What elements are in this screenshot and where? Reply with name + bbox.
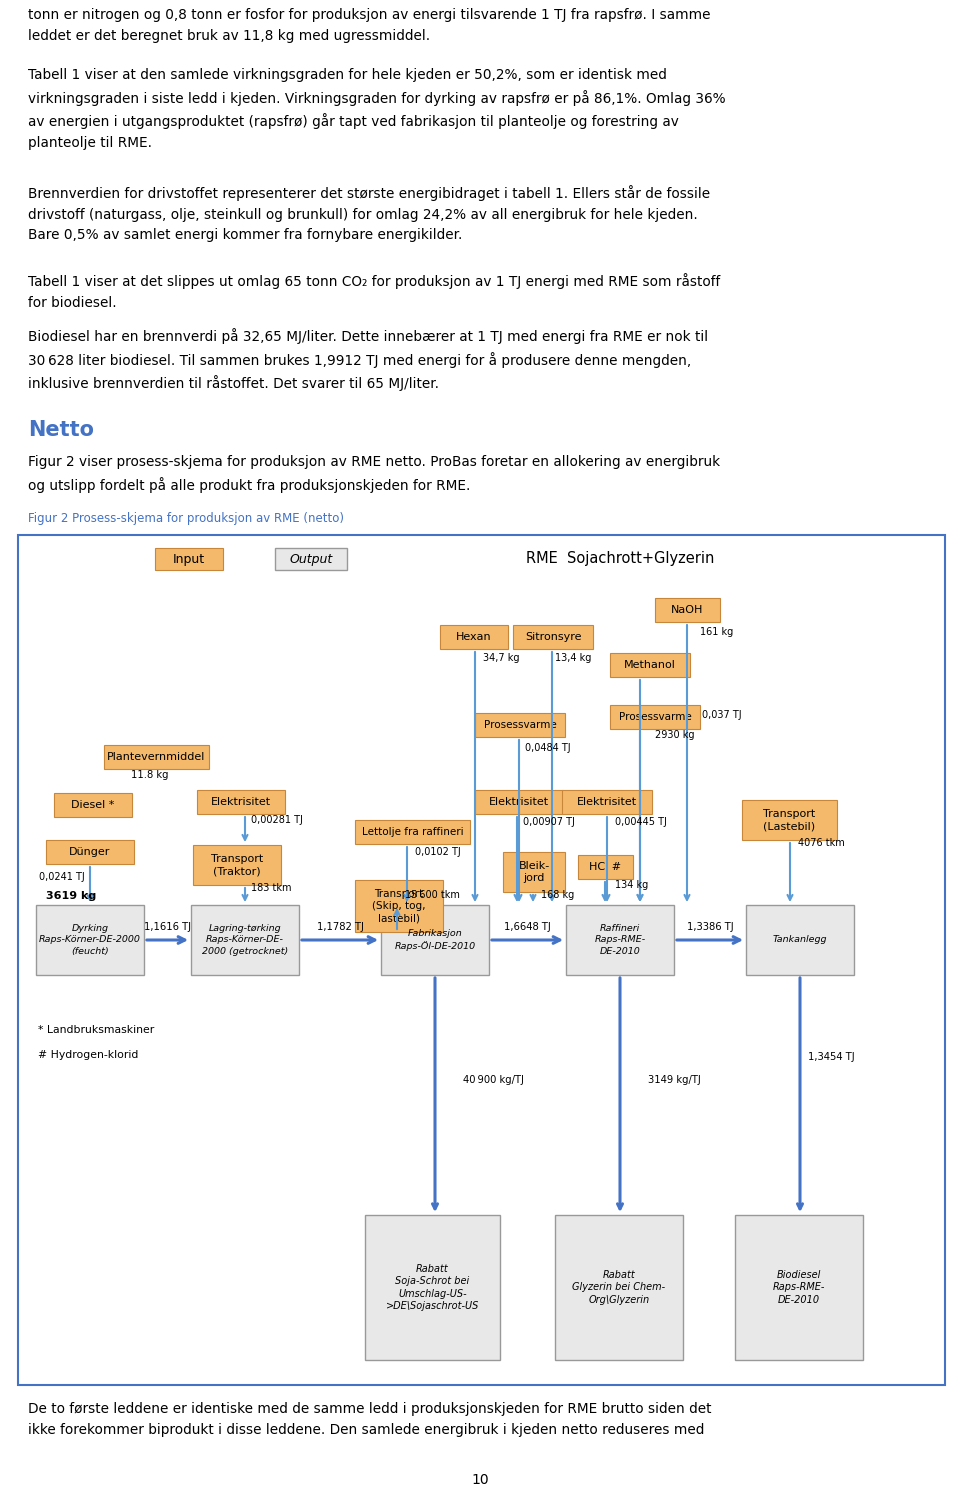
Text: 15 600 tkm: 15 600 tkm <box>405 890 460 900</box>
Text: Biodiesel har en brennverdi på 32,65 MJ/liter. Dette innebærer at 1 TJ med energ: Biodiesel har en brennverdi på 32,65 MJ/… <box>28 328 708 391</box>
Text: 1,3386 TJ: 1,3386 TJ <box>686 921 733 932</box>
Text: Methanol: Methanol <box>624 661 676 670</box>
FancyBboxPatch shape <box>513 625 593 649</box>
Text: Transport
(Lastebil): Transport (Lastebil) <box>763 809 816 831</box>
FancyBboxPatch shape <box>275 548 347 571</box>
FancyBboxPatch shape <box>36 905 144 975</box>
Text: Netto: Netto <box>28 419 94 440</box>
Text: * Landbruksmaskiner: * Landbruksmaskiner <box>38 1025 155 1035</box>
Text: 4076 tkm: 4076 tkm <box>798 837 845 848</box>
Text: 161 kg: 161 kg <box>700 628 733 637</box>
FancyBboxPatch shape <box>104 745 209 768</box>
Text: 0,00281 TJ: 0,00281 TJ <box>251 815 302 825</box>
Text: 134 kg: 134 kg <box>615 879 648 890</box>
Text: Transport
(Skip, tog,
lastebil): Transport (Skip, tog, lastebil) <box>372 888 425 923</box>
FancyBboxPatch shape <box>555 1215 683 1360</box>
FancyBboxPatch shape <box>193 845 281 885</box>
Text: Figur 2 Prosess-skjema for produksjon av RME (netto): Figur 2 Prosess-skjema for produksjon av… <box>28 512 344 524</box>
FancyBboxPatch shape <box>735 1215 863 1360</box>
Text: 11.8 kg: 11.8 kg <box>132 770 169 780</box>
Text: NaOH: NaOH <box>671 605 704 616</box>
Text: 2930 kg: 2930 kg <box>655 730 694 740</box>
Text: Transport
(Traktor): Transport (Traktor) <box>211 854 263 876</box>
Text: 0,0241 TJ: 0,0241 TJ <box>39 872 85 882</box>
Text: Dyrking
Raps-Körner-DE-2000
(feucht): Dyrking Raps-Körner-DE-2000 (feucht) <box>39 924 141 956</box>
Text: 0,037 TJ: 0,037 TJ <box>702 710 742 721</box>
FancyBboxPatch shape <box>746 905 854 975</box>
Text: RME  Sojachrott+Glyzerin: RME Sojachrott+Glyzerin <box>526 551 714 566</box>
Text: Diesel *: Diesel * <box>71 800 114 810</box>
FancyBboxPatch shape <box>46 840 134 864</box>
Text: 168 kg: 168 kg <box>541 890 574 900</box>
FancyBboxPatch shape <box>155 548 223 571</box>
Text: 3619 kg: 3619 kg <box>46 891 96 900</box>
Text: 0,0102 TJ: 0,0102 TJ <box>415 846 461 857</box>
Text: Biodiesel
Raps-RME-
DE-2010: Biodiesel Raps-RME- DE-2010 <box>773 1270 826 1305</box>
FancyBboxPatch shape <box>365 1215 500 1360</box>
FancyBboxPatch shape <box>475 713 565 737</box>
Text: Raffineri
Raps-RME-
DE-2010: Raffineri Raps-RME- DE-2010 <box>594 924 645 956</box>
FancyBboxPatch shape <box>381 905 489 975</box>
Text: Prosessvarme: Prosessvarme <box>484 721 557 730</box>
Text: Plantevernmiddel: Plantevernmiddel <box>108 752 205 762</box>
FancyBboxPatch shape <box>440 625 508 649</box>
Text: Lettolje fra raffineri: Lettolje fra raffineri <box>362 827 464 837</box>
Text: Prosessvarme: Prosessvarme <box>618 712 691 722</box>
FancyBboxPatch shape <box>566 905 674 975</box>
FancyBboxPatch shape <box>475 789 563 813</box>
Text: Brennverdien for drivstoffet representerer det største energibidraget i tabell 1: Brennverdien for drivstoffet representer… <box>28 184 710 243</box>
Text: Lagring-tørking
Raps-Körner-DE-
2000 (getrocknet): Lagring-tørking Raps-Körner-DE- 2000 (ge… <box>202 924 288 956</box>
Text: 40 900 kg/TJ: 40 900 kg/TJ <box>463 1076 524 1085</box>
FancyBboxPatch shape <box>355 819 470 843</box>
Bar <box>18 535 945 1386</box>
Text: 183 tkm: 183 tkm <box>251 882 292 893</box>
Text: Input: Input <box>173 553 205 566</box>
FancyBboxPatch shape <box>610 653 690 677</box>
Text: Elektrisitet: Elektrisitet <box>489 797 549 807</box>
Text: 0,00445 TJ: 0,00445 TJ <box>615 816 667 827</box>
FancyBboxPatch shape <box>655 598 720 622</box>
Text: 1,1616 TJ: 1,1616 TJ <box>143 921 190 932</box>
Text: 34,7 kg: 34,7 kg <box>483 653 519 664</box>
FancyBboxPatch shape <box>742 800 837 840</box>
Text: Rabatt
Glyzerin bei Chem-
Org\Glyzerin: Rabatt Glyzerin bei Chem- Org\Glyzerin <box>572 1270 665 1305</box>
Text: Elektrisitet: Elektrisitet <box>211 797 271 807</box>
Text: HCl #: HCl # <box>589 861 621 872</box>
Text: De to første leddene er identiske med de samme ledd i produksjonskjeden for RME : De to første leddene er identiske med de… <box>28 1402 711 1437</box>
FancyBboxPatch shape <box>562 789 652 813</box>
Text: 1,6648 TJ: 1,6648 TJ <box>504 921 550 932</box>
FancyBboxPatch shape <box>355 879 443 932</box>
FancyBboxPatch shape <box>54 792 132 816</box>
Text: 0,00907 TJ: 0,00907 TJ <box>523 816 575 827</box>
Text: Elektrisitet: Elektrisitet <box>577 797 637 807</box>
Text: Figur 2 viser prosess-skjema for produksjon av RME netto. ProBas foretar en allo: Figur 2 viser prosess-skjema for produks… <box>28 455 720 493</box>
Text: Rabatt
Soja-Schrot bei
Umschlag-US-
>DE\Sojaschrot-US: Rabatt Soja-Schrot bei Umschlag-US- >DE\… <box>386 1264 479 1311</box>
Text: Tabell 1 viser at den samlede virkningsgraden for hele kjeden er 50,2%, som er i: Tabell 1 viser at den samlede virkningsg… <box>28 67 726 150</box>
FancyBboxPatch shape <box>191 905 299 975</box>
Text: Dünger: Dünger <box>69 846 110 857</box>
Text: 3149 kg/TJ: 3149 kg/TJ <box>648 1076 701 1085</box>
FancyBboxPatch shape <box>578 855 633 879</box>
FancyBboxPatch shape <box>610 706 700 730</box>
Text: Fabrikasjon
Raps-Öl-DE-2010: Fabrikasjon Raps-Öl-DE-2010 <box>395 929 475 951</box>
Text: 10: 10 <box>471 1473 489 1488</box>
Text: Sitronsyre: Sitronsyre <box>525 632 581 643</box>
Text: Tabell 1 viser at det slippes ut omlag 65 tonn CO₂ for produksjon av 1 TJ energi: Tabell 1 viser at det slippes ut omlag 6… <box>28 273 720 310</box>
Text: tonn er nitrogen og 0,8 tonn er fosfor for produksjon av energi tilsvarende 1 TJ: tonn er nitrogen og 0,8 tonn er fosfor f… <box>28 7 710 42</box>
Text: Tankanlegg: Tankanlegg <box>773 935 828 945</box>
Text: Output: Output <box>289 553 332 566</box>
FancyBboxPatch shape <box>503 852 565 891</box>
Text: Bleik-
jord: Bleik- jord <box>518 861 550 884</box>
Text: 13,4 kg: 13,4 kg <box>555 653 591 664</box>
Text: # Hydrogen-klorid: # Hydrogen-klorid <box>38 1050 138 1061</box>
Text: 0,0484 TJ: 0,0484 TJ <box>525 743 570 753</box>
Text: 1,1782 TJ: 1,1782 TJ <box>317 921 364 932</box>
FancyBboxPatch shape <box>197 789 285 813</box>
Text: 1,3454 TJ: 1,3454 TJ <box>808 1052 854 1062</box>
Text: Hexan: Hexan <box>456 632 492 643</box>
